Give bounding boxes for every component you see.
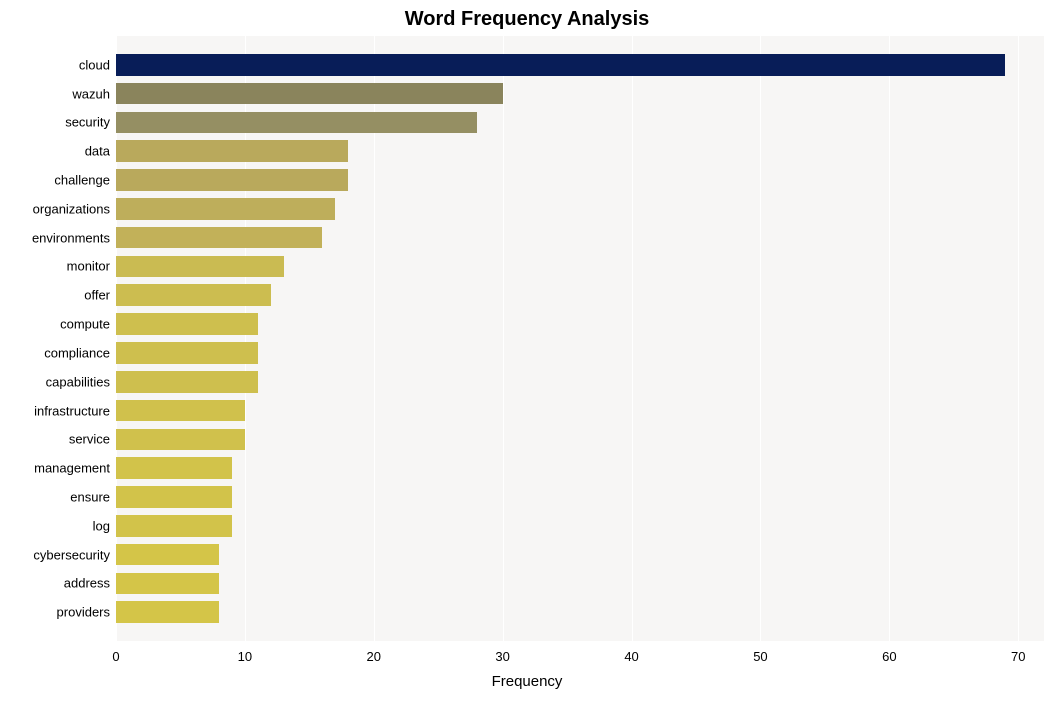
grid-line [503, 36, 504, 641]
bar [116, 198, 335, 220]
y-tick-label: address [64, 576, 110, 591]
y-tick-label: data [85, 144, 110, 159]
bar [116, 313, 258, 335]
y-tick-label: ensure [70, 489, 110, 504]
grid-line [760, 36, 761, 641]
y-tick-label: cloud [79, 57, 110, 72]
plot-area [116, 36, 1044, 641]
bar [116, 284, 271, 306]
bar [116, 112, 477, 134]
y-tick-label: offer [84, 288, 110, 303]
y-tick-label: organizations [33, 201, 110, 216]
grid-line [632, 36, 633, 641]
bar [116, 457, 232, 479]
bar [116, 515, 232, 537]
y-tick-label: compute [60, 317, 110, 332]
grid-line [889, 36, 890, 641]
y-tick-label: monitor [67, 259, 110, 274]
y-tick-label: environments [32, 230, 110, 245]
bar [116, 601, 219, 623]
y-tick-label: service [69, 432, 110, 447]
y-tick-label: challenge [54, 173, 110, 188]
y-tick-label: log [93, 518, 110, 533]
y-tick-label: management [34, 461, 110, 476]
x-tick-label: 10 [238, 649, 252, 664]
bar [116, 54, 1005, 76]
y-tick-label: capabilities [46, 374, 110, 389]
y-tick-label: providers [57, 605, 110, 620]
y-tick-label: infrastructure [34, 403, 110, 418]
bar [116, 83, 503, 105]
bar [116, 429, 245, 451]
word-frequency-chart: Word Frequency Analysis cloud wazuh securi… [0, 0, 1054, 701]
x-tick-label: 0 [112, 649, 119, 664]
x-tick-label: 70 [1011, 649, 1025, 664]
bar [116, 169, 348, 191]
x-tick-label: 30 [495, 649, 509, 664]
x-tick-label: 40 [624, 649, 638, 664]
bar [116, 573, 219, 595]
x-axis-title: Frequency [0, 673, 1054, 690]
bar [116, 544, 219, 566]
x-tick-label: 20 [367, 649, 381, 664]
bar [116, 400, 245, 422]
bar [116, 486, 232, 508]
bar [116, 140, 348, 162]
y-tick-label: security [65, 115, 110, 130]
grid-line [1018, 36, 1019, 641]
chart-title: Word Frequency Analysis [0, 8, 1054, 31]
y-tick-label: cybersecurity [33, 547, 110, 562]
bar [116, 256, 284, 278]
y-tick-label: compliance [44, 345, 110, 360]
x-tick-label: 50 [753, 649, 767, 664]
y-tick-label: wazuh [72, 86, 110, 101]
bar [116, 227, 322, 249]
x-tick-label: 60 [882, 649, 896, 664]
bar [116, 342, 258, 364]
bar [116, 371, 258, 393]
